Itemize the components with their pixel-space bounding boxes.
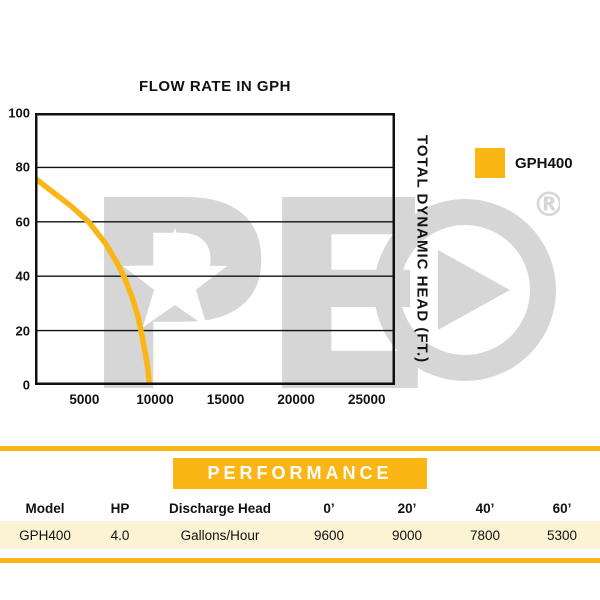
- header-0ft: 0’: [323, 500, 335, 516]
- cell-60ft: 5300: [546, 527, 578, 543]
- y-axis-title: TOTAL DYNAMIC HEAD (FT.): [413, 134, 431, 364]
- y-tick-label: 60: [15, 214, 30, 230]
- x-tick-label: 10000: [136, 392, 174, 407]
- top-accent-stripe: [0, 446, 600, 451]
- x-tick-label: 20000: [277, 392, 315, 407]
- cell-40ft: 7800: [469, 527, 501, 543]
- registered-trademark-symbol: ®: [532, 185, 560, 225]
- cell-0ft: 9600: [313, 527, 345, 543]
- header-discharge-head: Discharge Head: [168, 500, 272, 516]
- y-tick-label: 40: [15, 268, 30, 284]
- performance-table-section: PERFORMANCE Model HP Discharge Head 0’ 2…: [0, 446, 600, 563]
- header-hp: HP: [110, 500, 130, 516]
- table-header-row: Model HP Discharge Head 0’ 20’ 40’ 60’: [0, 495, 600, 521]
- header-20ft: 20’: [397, 500, 417, 516]
- chart-legend: GPH400: [475, 148, 573, 178]
- chart-title: FLOW RATE IN GPH: [139, 78, 291, 95]
- performance-title: PERFORMANCE: [207, 463, 393, 483]
- plot-area-svg: [35, 113, 395, 385]
- y-tick-label: 80: [15, 159, 30, 175]
- header-60ft: 60’: [552, 500, 572, 516]
- x-tick-label: 5000: [69, 392, 100, 407]
- cell-model: GPH400: [19, 527, 71, 543]
- x-tick-label: 25000: [347, 392, 386, 407]
- y-tick-label: 100: [8, 105, 30, 121]
- cell-20ft: 9000: [391, 527, 423, 543]
- performance-title-bar: PERFORMANCE: [173, 458, 427, 489]
- bottom-accent-stripe: [0, 558, 600, 563]
- x-tick-labels: 5000 10000 15000 20000 25000: [35, 392, 395, 412]
- x-tick-label: 15000: [206, 392, 245, 407]
- flow-rate-chart: PE ® FLOW RATE IN GPH 0 20 40 60 80 100 5000 1…: [2, 78, 573, 450]
- cell-discharge-units: Gallons/Hour: [180, 527, 260, 543]
- legend-swatch: [475, 148, 505, 178]
- pump-curve-gph400: [35, 175, 153, 385]
- table-row: GPH400 4.0 Gallons/Hour 9600 9000 7800 5…: [0, 521, 600, 549]
- watermark-arrow-icon: [438, 250, 510, 330]
- cell-hp: 4.0: [110, 527, 130, 543]
- legend-label: GPH400: [515, 154, 573, 172]
- plot-border: [35, 113, 395, 385]
- y-tick-label: 20: [15, 323, 30, 339]
- header-40ft: 40’: [475, 500, 495, 516]
- header-model: Model: [25, 500, 65, 516]
- y-tick-label: 0: [22, 377, 30, 393]
- y-tick-labels: 0 20 40 60 80 100: [2, 106, 30, 393]
